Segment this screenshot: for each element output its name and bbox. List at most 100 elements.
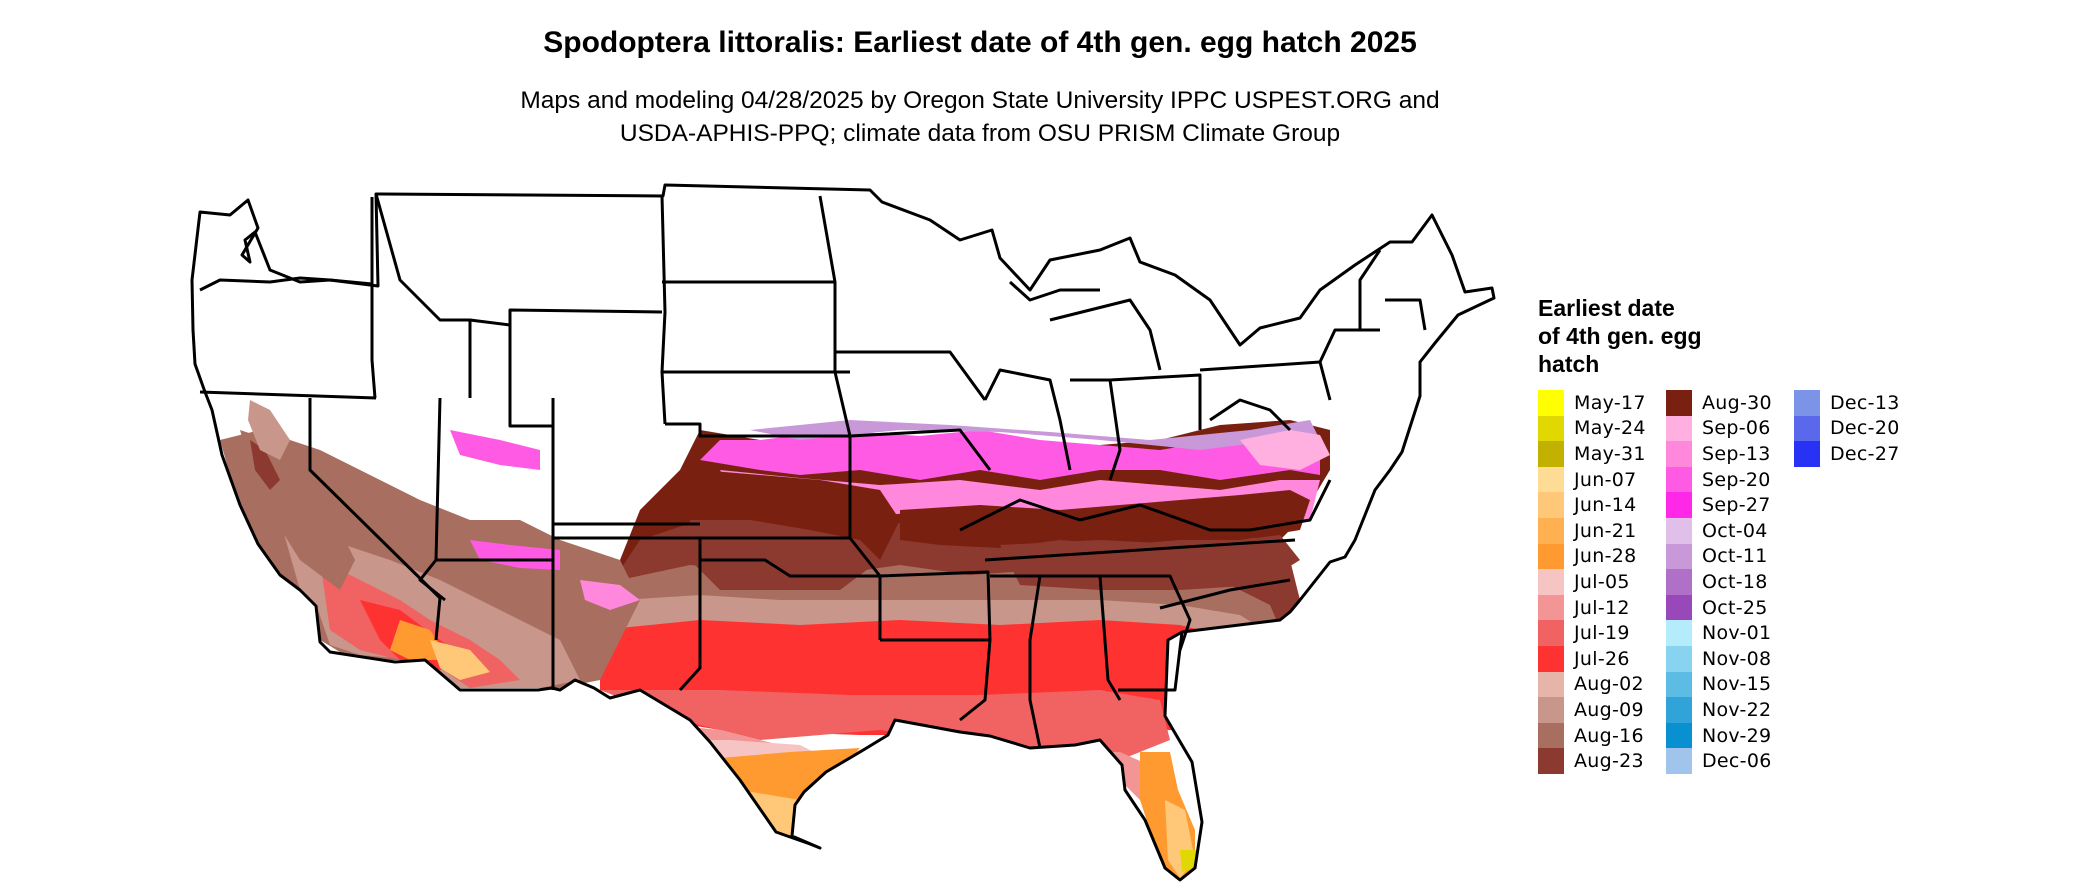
legend-title-line: Earliest date	[1538, 295, 1675, 321]
legend-item: May-17	[1538, 390, 1666, 416]
legend-swatch	[1666, 492, 1692, 518]
legend-label: Dec-06	[1702, 750, 1772, 773]
mi-lower-boundary	[1049, 298, 1162, 371]
legend-label: Dec-20	[1830, 417, 1900, 440]
legend-swatch	[1794, 415, 1820, 442]
legend-swatch	[1538, 390, 1564, 416]
legend-columns: May-17 May-24 May-31 Jun-07 Jun-14 Jun-21 Jun-…	[1538, 390, 1922, 774]
legend-item: May-31	[1538, 441, 1666, 467]
tx-nm-boundary	[678, 548, 702, 692]
new-england-boundary	[1385, 298, 1427, 331]
legend-item: Jul-12	[1538, 594, 1666, 621]
legend-label: Aug-16	[1574, 724, 1644, 747]
legend-swatch	[1538, 645, 1564, 672]
legend-swatch	[1666, 517, 1692, 544]
legend-item: Sep-27	[1666, 492, 1794, 518]
legend-swatch	[1666, 415, 1692, 442]
zone-jun-28	[720, 748, 860, 836]
ms-boundary	[990, 574, 1042, 749]
map-title: Spodoptera littoralis: Earliest date of …	[543, 26, 1417, 59]
legend-label: Sep-06	[1702, 417, 1771, 440]
legend-label: Aug-23	[1574, 750, 1644, 773]
zone-nm-sep-13	[580, 580, 640, 610]
legend-label: Jun-07	[1574, 468, 1637, 491]
il-boundary	[983, 368, 1072, 471]
legend-swatch	[1666, 441, 1692, 467]
zone-sw-jun-14	[430, 640, 490, 680]
legend-label: Jun-14	[1574, 494, 1637, 517]
legend-swatch	[1538, 517, 1564, 544]
subtitle-line-2: USDA-APHIS-PPQ; climate data from OSU PR…	[619, 120, 1341, 147]
id-mt-boundary	[374, 193, 472, 398]
legend-column: May-17 May-24 May-31 Jun-07 Jun-14 Jun-21 Jun-…	[1538, 390, 1666, 774]
legend-label: Oct-25	[1702, 596, 1768, 619]
va-nc-boundary	[1249, 479, 1332, 532]
legend-swatch	[1538, 569, 1564, 595]
legend-label: Oct-18	[1702, 570, 1768, 593]
legend-swatch	[1538, 722, 1564, 749]
zone-sep-06	[1240, 430, 1330, 470]
legend-item: Aug-30	[1666, 390, 1794, 416]
legend-item: Sep-06	[1666, 415, 1794, 442]
map-subtitle: Maps and modeling 04/28/2025 by Oregon S…	[0, 84, 1960, 150]
legend-item: Jun-28	[1538, 543, 1666, 570]
or-wa-boundary	[199, 276, 373, 292]
ny-pa-boundary	[1318, 328, 1380, 363]
legend-label: Oct-11	[1702, 545, 1768, 568]
fl-ga-boundary	[1118, 631, 1184, 692]
legend-item: Sep-13	[1666, 441, 1794, 467]
legend-item: Dec-13	[1794, 390, 1922, 416]
legend-item: Aug-02	[1538, 671, 1666, 698]
zone-fl-may-24	[1180, 850, 1198, 872]
legend-swatch	[1538, 594, 1564, 621]
ia-mo-boundary	[849, 428, 992, 471]
mt-wy-boundary	[469, 308, 663, 327]
zone-jul-19	[600, 690, 1170, 760]
legend-label: Nov-22	[1702, 698, 1772, 721]
legend-swatch	[1666, 748, 1692, 774]
legend-swatch	[1666, 543, 1692, 570]
al-boundary	[1040, 574, 1122, 701]
zone-ca-aug-23	[250, 440, 280, 490]
legend-label: Aug-09	[1574, 698, 1644, 721]
legend-item: Nov-01	[1666, 620, 1794, 646]
pa-boundary	[1199, 360, 1332, 401]
mn-ia-boundary	[835, 350, 987, 401]
oh-boundary	[1109, 373, 1202, 430]
legend-swatch	[1666, 466, 1692, 493]
wi-mi-boundary	[1008, 280, 1100, 302]
legend-swatch	[1666, 671, 1692, 698]
legend-label: Nov-01	[1702, 622, 1772, 645]
legend-item: Nov-15	[1666, 671, 1794, 698]
nv-ut-boundary	[418, 397, 446, 602]
legend-swatch	[1794, 390, 1820, 416]
legend-label: Nov-29	[1702, 724, 1772, 747]
legend-label: Sep-13	[1702, 442, 1771, 465]
legend-swatch	[1666, 697, 1692, 723]
in-boundary	[1070, 378, 1122, 481]
legend-title-line: of 4th gen. egg	[1538, 323, 1702, 349]
zone-nv-sep-20	[450, 430, 540, 470]
legend-label: Jun-21	[1574, 519, 1637, 542]
zone-ky-aug-30	[900, 490, 1310, 548]
legend-swatch	[1538, 620, 1564, 646]
legend-label: Dec-13	[1830, 391, 1900, 414]
subtitle-line-1: Maps and modeling 04/28/2025 by Oregon S…	[520, 87, 1440, 114]
legend-label: Nov-08	[1702, 647, 1772, 670]
zone-az-sep-20	[470, 540, 560, 570]
ca-or-boundary	[199, 390, 377, 400]
legend: Earliest date of 4th gen. egg hatch May-…	[1538, 294, 1922, 774]
legend-item: Aug-16	[1538, 722, 1666, 749]
legend-item: Nov-22	[1666, 697, 1794, 723]
legend-swatch	[1666, 645, 1692, 672]
legend-label: Jul-19	[1574, 622, 1630, 645]
legend-label: May-31	[1574, 442, 1646, 465]
legend-label: Aug-02	[1574, 673, 1644, 696]
legend-column: Dec-13 Dec-20 Dec-27	[1794, 390, 1922, 774]
id-wa-boundary	[370, 197, 377, 399]
legend-swatch	[1538, 697, 1564, 723]
zone-ca-aug-09	[248, 400, 290, 460]
legend-item: Jul-05	[1538, 569, 1666, 595]
legend-item: Aug-09	[1538, 697, 1666, 723]
legend-item: Jul-26	[1538, 645, 1666, 672]
